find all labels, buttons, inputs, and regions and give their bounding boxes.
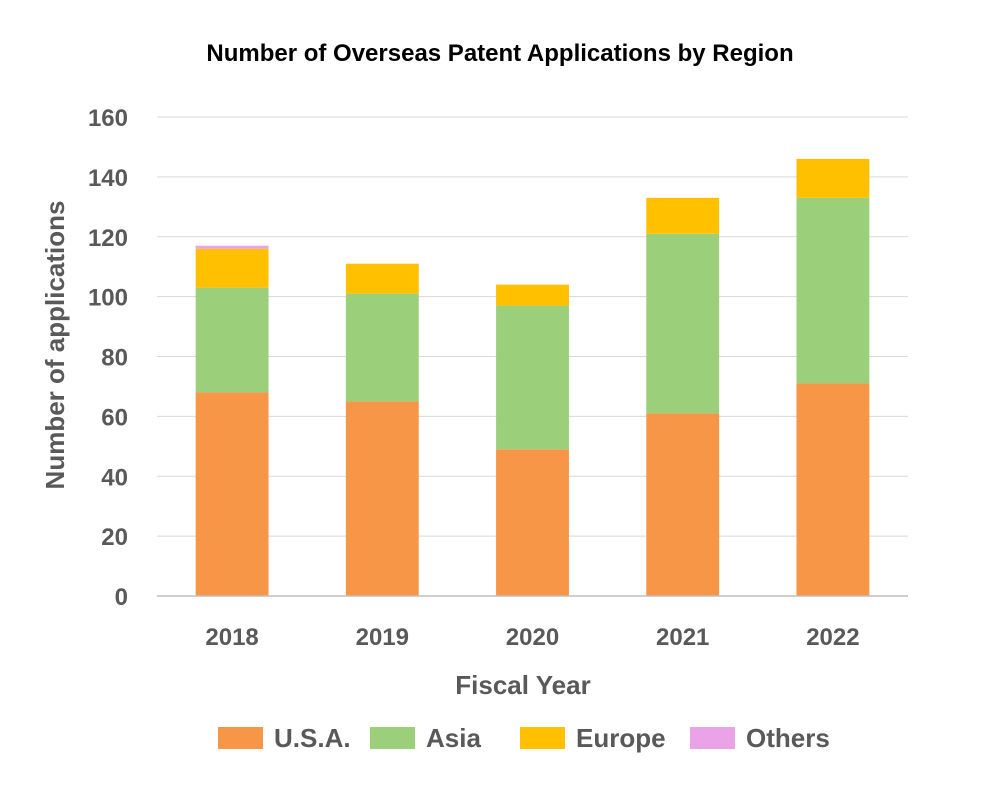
bar-asia-2019 bbox=[345, 293, 419, 402]
y-tick-label: 60 bbox=[101, 404, 128, 431]
y-tick-label: 100 bbox=[88, 285, 128, 312]
bar-asia-2021 bbox=[646, 233, 720, 414]
y-tick-label: 80 bbox=[101, 345, 128, 372]
x-tick-label: 2019 bbox=[356, 624, 409, 651]
y-tick-label: 40 bbox=[101, 464, 128, 491]
bar-u-s-a-2021 bbox=[646, 413, 720, 596]
x-tick-label: 2018 bbox=[205, 624, 258, 651]
bar-asia-2020 bbox=[496, 305, 569, 450]
x-tick-label: 2020 bbox=[506, 624, 559, 651]
x-tick-label: 2022 bbox=[806, 624, 859, 651]
legend-swatch bbox=[370, 727, 415, 749]
bar-u-s-a-2020 bbox=[496, 449, 569, 596]
y-tick-label: 20 bbox=[101, 524, 128, 551]
bar-u-s-a-2018 bbox=[195, 392, 269, 596]
bar-europe-2020 bbox=[496, 284, 569, 306]
bar-asia-2022 bbox=[796, 197, 870, 384]
x-axis-title: Fiscal Year bbox=[455, 670, 590, 700]
bar-u-s-a-2019 bbox=[345, 401, 419, 596]
bar-europe-2018 bbox=[195, 248, 269, 288]
bars bbox=[195, 158, 870, 596]
y-axis-ticks: 0 20 40 60 80 100 120 140 160 bbox=[88, 105, 128, 611]
bar-europe-2019 bbox=[345, 263, 419, 294]
y-tick-label: 160 bbox=[88, 105, 128, 132]
legend-label: Europe bbox=[576, 723, 666, 753]
x-tick-label: 2021 bbox=[656, 624, 709, 651]
bar-asia-2018 bbox=[195, 287, 269, 393]
legend-label: Asia bbox=[426, 723, 481, 753]
y-tick-label: 120 bbox=[88, 225, 128, 252]
legend: U.S.A. Asia Europe Others bbox=[218, 723, 830, 753]
legend-swatch bbox=[690, 727, 735, 749]
bar-europe-2021 bbox=[646, 197, 720, 234]
bar-europe-2022 bbox=[796, 158, 870, 198]
legend-label: U.S.A. bbox=[274, 723, 351, 753]
y-tick-label: 140 bbox=[88, 165, 128, 192]
legend-swatch bbox=[218, 727, 263, 749]
x-axis-ticks: 2018 2019 2020 2021 2022 bbox=[205, 624, 859, 651]
legend-swatch bbox=[520, 727, 565, 749]
bar-u-s-a-2022 bbox=[796, 383, 870, 596]
y-tick-label: 0 bbox=[115, 584, 128, 611]
bar-others-2018 bbox=[195, 245, 269, 249]
chart-title: Number of Overseas Patent Applications b… bbox=[206, 40, 793, 67]
y-axis-title: Number of applications bbox=[40, 201, 70, 490]
legend-label: Others bbox=[746, 723, 830, 753]
